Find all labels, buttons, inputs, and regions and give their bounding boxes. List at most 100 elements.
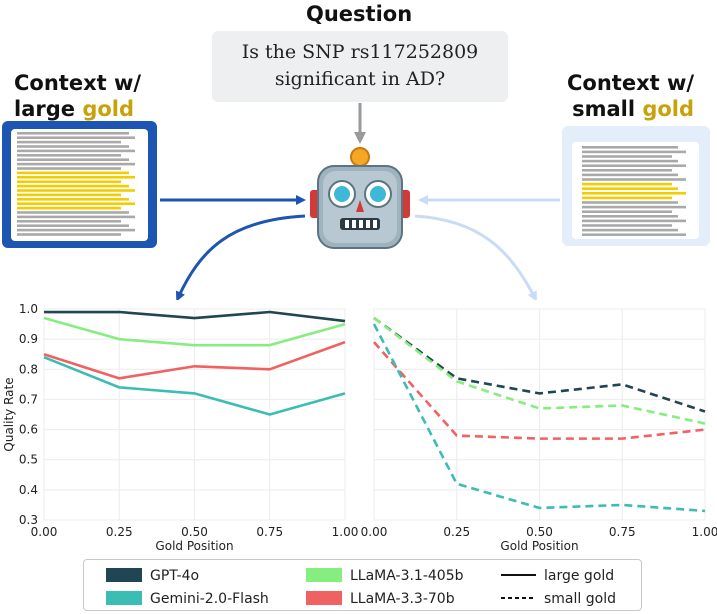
text-line	[582, 210, 672, 213]
large-gold-document-icon	[2, 121, 157, 248]
x-tick-label: 1.00	[332, 525, 359, 539]
left-context-gold: gold	[82, 97, 135, 121]
y-tick-label: 1.0	[19, 302, 38, 316]
left-context-title: Context w/ large gold	[14, 70, 141, 122]
series-line-llama-3-1-405b	[373, 317, 706, 425]
series-line-llama-3-3-70b	[43, 340, 346, 380]
text-line	[582, 164, 686, 167]
series-line-gpt-4o	[44, 310, 346, 323]
left-context-size: large	[14, 97, 83, 121]
legend-style-label: large gold	[544, 568, 614, 584]
text-line	[582, 150, 686, 154]
legend-label: Gemini-2.0-Flash	[150, 591, 269, 607]
x-tick-label: 1.00	[692, 525, 717, 539]
legend-label: GPT-4o	[150, 568, 199, 584]
right-context-title: Context w/ small gold	[567, 70, 694, 122]
right-context-line1: Context w/	[567, 71, 695, 95]
chart-large-gold: 0.00 0.25 0.50 0.75 1.00 0.3 0.4 0.5 0.6 0.7 0.8 0.…	[2, 302, 358, 553]
text-line	[582, 215, 678, 218]
y-tick-label: 0.9	[19, 332, 38, 346]
x-tick-label: 0.25	[106, 525, 133, 539]
gold-text-line	[582, 192, 686, 195]
legend-label: LLaMA-3.1-405b	[350, 568, 464, 584]
x-tick-label: 0.75	[256, 525, 283, 539]
text-line	[582, 228, 678, 232]
right-context-size: small	[572, 97, 643, 121]
legend-swatch	[306, 568, 342, 582]
x-tick-label: 0.25	[443, 525, 470, 539]
text-line	[17, 140, 121, 144]
text-line	[582, 233, 686, 236]
series-line-gpt-4o	[373, 316, 706, 413]
gold-text-line	[17, 176, 135, 179]
legend-swatch	[106, 591, 142, 605]
small-gold-document-icon	[562, 126, 710, 246]
x-tick-label: 0.50	[181, 525, 208, 539]
small-gold-output-arrow	[414, 214, 537, 300]
x-tick-label: 0.50	[526, 525, 553, 539]
question-title: Question	[306, 2, 413, 26]
chart-small-gold: 0.00 0.25 0.50 0.75 1.00 Gold Position	[361, 308, 717, 553]
gold-text-line	[17, 180, 121, 183]
legend-swatch	[106, 568, 142, 582]
text-line	[582, 159, 678, 163]
y-tick-label: 0.4	[19, 483, 38, 497]
question-line-1: Is the SNP rs117252809	[241, 41, 479, 63]
left-context-line1: Context w/	[14, 71, 142, 95]
text-line	[17, 149, 135, 153]
text-line	[582, 224, 672, 227]
text-line	[17, 167, 121, 170]
series-line-gemini-2-0-flash	[372, 323, 706, 513]
text-line	[17, 220, 121, 223]
gold-text-line	[17, 193, 121, 197]
gold-text-line	[17, 171, 129, 175]
gold-text-line	[582, 196, 672, 200]
text-line	[17, 145, 129, 148]
gold-text-line	[17, 189, 135, 192]
text-line	[17, 132, 129, 135]
left-context-line2: large gold	[14, 96, 141, 122]
text-line	[17, 211, 129, 214]
x-tick-label: 0.00	[361, 525, 388, 539]
y-tick-label: 0.6	[19, 423, 38, 437]
y-tick-label: 0.5	[19, 453, 38, 467]
text-line	[17, 158, 129, 161]
text-line	[582, 205, 686, 209]
text-line	[17, 228, 135, 232]
gold-text-line	[17, 202, 135, 205]
y-tick-label: 0.8	[19, 362, 38, 376]
text-line	[17, 162, 135, 166]
series-line-gemini-2-0-flash	[43, 356, 346, 416]
text-line	[582, 169, 672, 172]
text-line	[17, 233, 121, 236]
text-line	[582, 201, 678, 204]
gold-text-line	[17, 184, 129, 188]
question-line-2: significant in AD?	[274, 68, 446, 90]
large-gold-output-arrow	[175, 214, 306, 300]
text-line	[17, 154, 121, 157]
legend: GPT-4o Gemini-2.0-Flash LLaMA-3.1-405b LLaM…	[83, 559, 642, 611]
series-line-llama-3-1-405b	[43, 316, 346, 347]
text-line	[17, 224, 129, 227]
gold-text-line	[17, 198, 129, 201]
text-line	[582, 219, 686, 223]
text-line	[582, 155, 672, 158]
question-box: Is the SNP rs117252809 significant in AD…	[212, 31, 508, 102]
x-axis-label: Gold Position	[500, 539, 578, 553]
right-context-line2: small gold	[567, 96, 694, 122]
y-tick-label: 0.7	[19, 392, 38, 406]
gold-text-line	[17, 206, 121, 210]
right-context-gold: gold	[642, 97, 695, 121]
text-line	[17, 215, 135, 219]
charts: 0.00 0.25 0.50 0.75 1.00 0.3 0.4 0.5 0.6 0.7 0.8 0.…	[2, 302, 717, 553]
text-line	[582, 146, 678, 149]
text-line	[582, 178, 686, 181]
legend-label: LLaMA-3.3-70b	[350, 591, 455, 607]
y-tick-label: 0.3	[19, 513, 38, 527]
legend-style-label: small gold	[544, 591, 616, 607]
series-line-llama-3-3-70b	[373, 341, 706, 440]
text-line	[17, 136, 135, 139]
legend-swatch	[306, 591, 342, 605]
illustration	[2, 103, 710, 300]
robot-icon	[310, 147, 410, 249]
